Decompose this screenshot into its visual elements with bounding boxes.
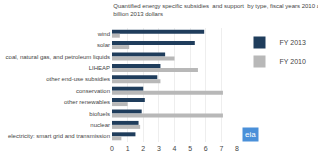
svg-text:other end-use subsidies: other end-use subsidies — [46, 76, 110, 82]
svg-text:FY 2013: FY 2013 — [280, 39, 306, 46]
svg-text:Quantified energy specific sub: Quantified energy specific subsidies and… — [113, 3, 318, 17]
svg-text:2: 2 — [141, 145, 145, 152]
svg-text:coal, natural gas, and petrole: coal, natural gas, and petroleum liquids — [6, 54, 110, 60]
svg-text:other renewables: other renewables — [64, 99, 110, 105]
svg-text:conservation: conservation — [76, 88, 110, 94]
svg-text:7: 7 — [219, 145, 223, 152]
svg-text:4: 4 — [173, 145, 177, 152]
svg-text:1: 1 — [126, 145, 130, 152]
svg-text:eia: eia — [245, 130, 256, 139]
svg-text:biofuels: biofuels — [89, 111, 110, 117]
svg-text:0: 0 — [110, 145, 114, 152]
svg-text:nuclear: nuclear — [90, 122, 110, 128]
svg-text:solar: solar — [97, 42, 110, 48]
svg-text:FY 2010: FY 2010 — [280, 58, 306, 65]
svg-text:electricity: smart grid and tr: electricity: smart grid and transmission — [8, 133, 110, 139]
svg-text:8: 8 — [235, 145, 239, 152]
svg-text:wind: wind — [97, 31, 110, 37]
svg-text:5: 5 — [188, 145, 192, 152]
svg-text:6: 6 — [204, 145, 208, 152]
svg-text:LIHEAP: LIHEAP — [89, 65, 110, 71]
svg-text:3: 3 — [157, 145, 161, 152]
